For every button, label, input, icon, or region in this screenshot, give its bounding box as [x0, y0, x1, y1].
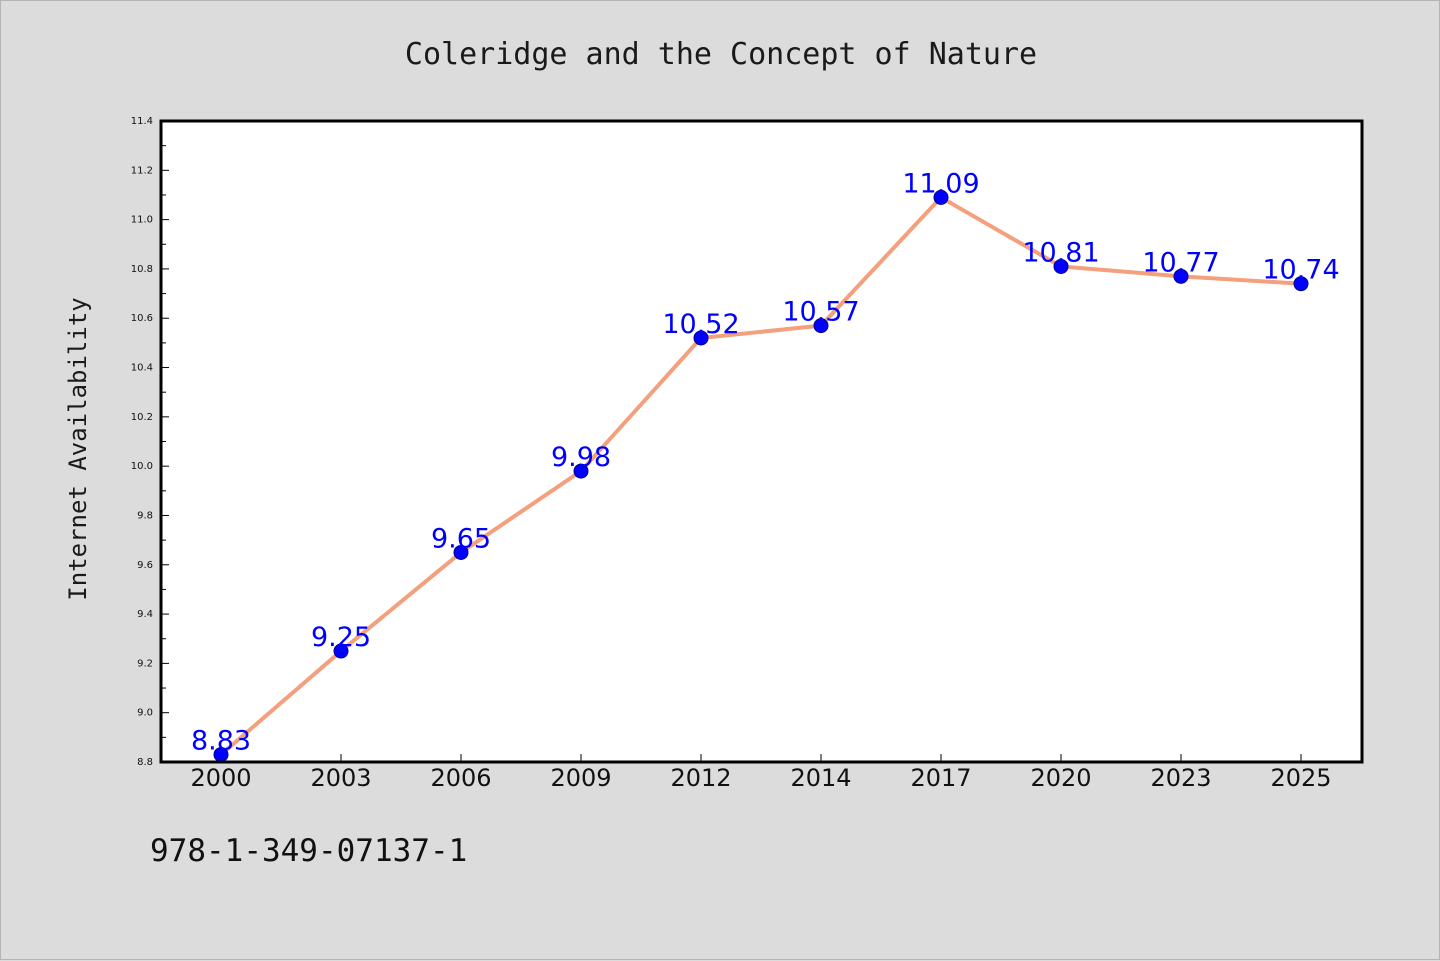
data-point — [813, 318, 829, 334]
data-label: 9.98 — [551, 442, 611, 473]
data-point — [1173, 268, 1189, 284]
plot-border — [159, 119, 1364, 764]
x-tick-label: 2009 — [550, 764, 611, 792]
data-label: 10.77 — [1142, 247, 1219, 278]
data-label: 9.25 — [311, 622, 371, 653]
y-tick-label: 10.4 — [131, 363, 153, 374]
y-tick-label: 8.8 — [137, 757, 153, 768]
isbn-footer: 978-1-349-07137-1 — [150, 833, 468, 869]
y-tick-label: 9.4 — [137, 609, 153, 620]
x-tick-label: 2000 — [190, 764, 251, 792]
x-tick-label: 2006 — [430, 764, 491, 792]
y-tick-label: 9.2 — [137, 658, 153, 669]
x-tick-label: 2017 — [910, 764, 971, 792]
y-axis-label: Internet Availability — [64, 297, 92, 600]
data-point — [693, 330, 709, 346]
y-tick-label: 9.8 — [137, 510, 153, 521]
x-tick-label: 2025 — [1270, 764, 1331, 792]
data-label: 9.65 — [431, 523, 491, 554]
data-point — [573, 463, 589, 479]
x-tick-label: 2023 — [1150, 764, 1211, 792]
y-tick-label: 10.6 — [131, 313, 153, 324]
y-tick-label: 9.6 — [137, 560, 153, 571]
data-point — [1053, 258, 1069, 274]
y-tick-label: 10.0 — [131, 461, 153, 472]
y-tick-label: 11.4 — [131, 116, 153, 127]
series-layer — [213, 189, 1309, 763]
x-tick-label: 2012 — [670, 764, 731, 792]
data-label: 10.52 — [662, 309, 739, 340]
y-tick-label: 10.8 — [131, 264, 153, 275]
x-tick-label: 2020 — [1030, 764, 1091, 792]
data-label: 10.74 — [1262, 255, 1339, 286]
y-tick-label: 9.0 — [137, 708, 153, 719]
data-point — [333, 643, 349, 659]
data-label: 10.81 — [1022, 237, 1099, 268]
y-tick-label: 10.2 — [131, 412, 153, 423]
data-labels: 8.83 9.25 9.65 9.98 10.52 10.57 11.09 10.81 10.7… — [191, 168, 1340, 756]
data-label: 8.83 — [191, 726, 251, 757]
x-tick-label: 2003 — [310, 764, 371, 792]
data-label: 10.57 — [782, 297, 859, 328]
y-axis: 8.8 9.0 9.2 9.4 9.6 9.8 10.0 10.2 10.4 10.6 10.8 11… — [131, 116, 169, 768]
plot-area — [161, 121, 1362, 762]
data-point — [1293, 276, 1309, 292]
y-tick-label: 11.0 — [131, 215, 153, 226]
data-point — [453, 544, 469, 560]
data-point — [933, 189, 949, 205]
x-axis: 2000 2003 2006 2009 2012 2014 2017 2020 2023 2025 — [190, 754, 1332, 792]
y-tick-label: 11.2 — [131, 165, 153, 176]
series-line — [219, 195, 1303, 757]
x-tick-label: 2014 — [790, 764, 851, 792]
data-label: 11.09 — [902, 168, 979, 199]
chart-title: Coleridge and the Concept of Nature — [405, 37, 1037, 72]
